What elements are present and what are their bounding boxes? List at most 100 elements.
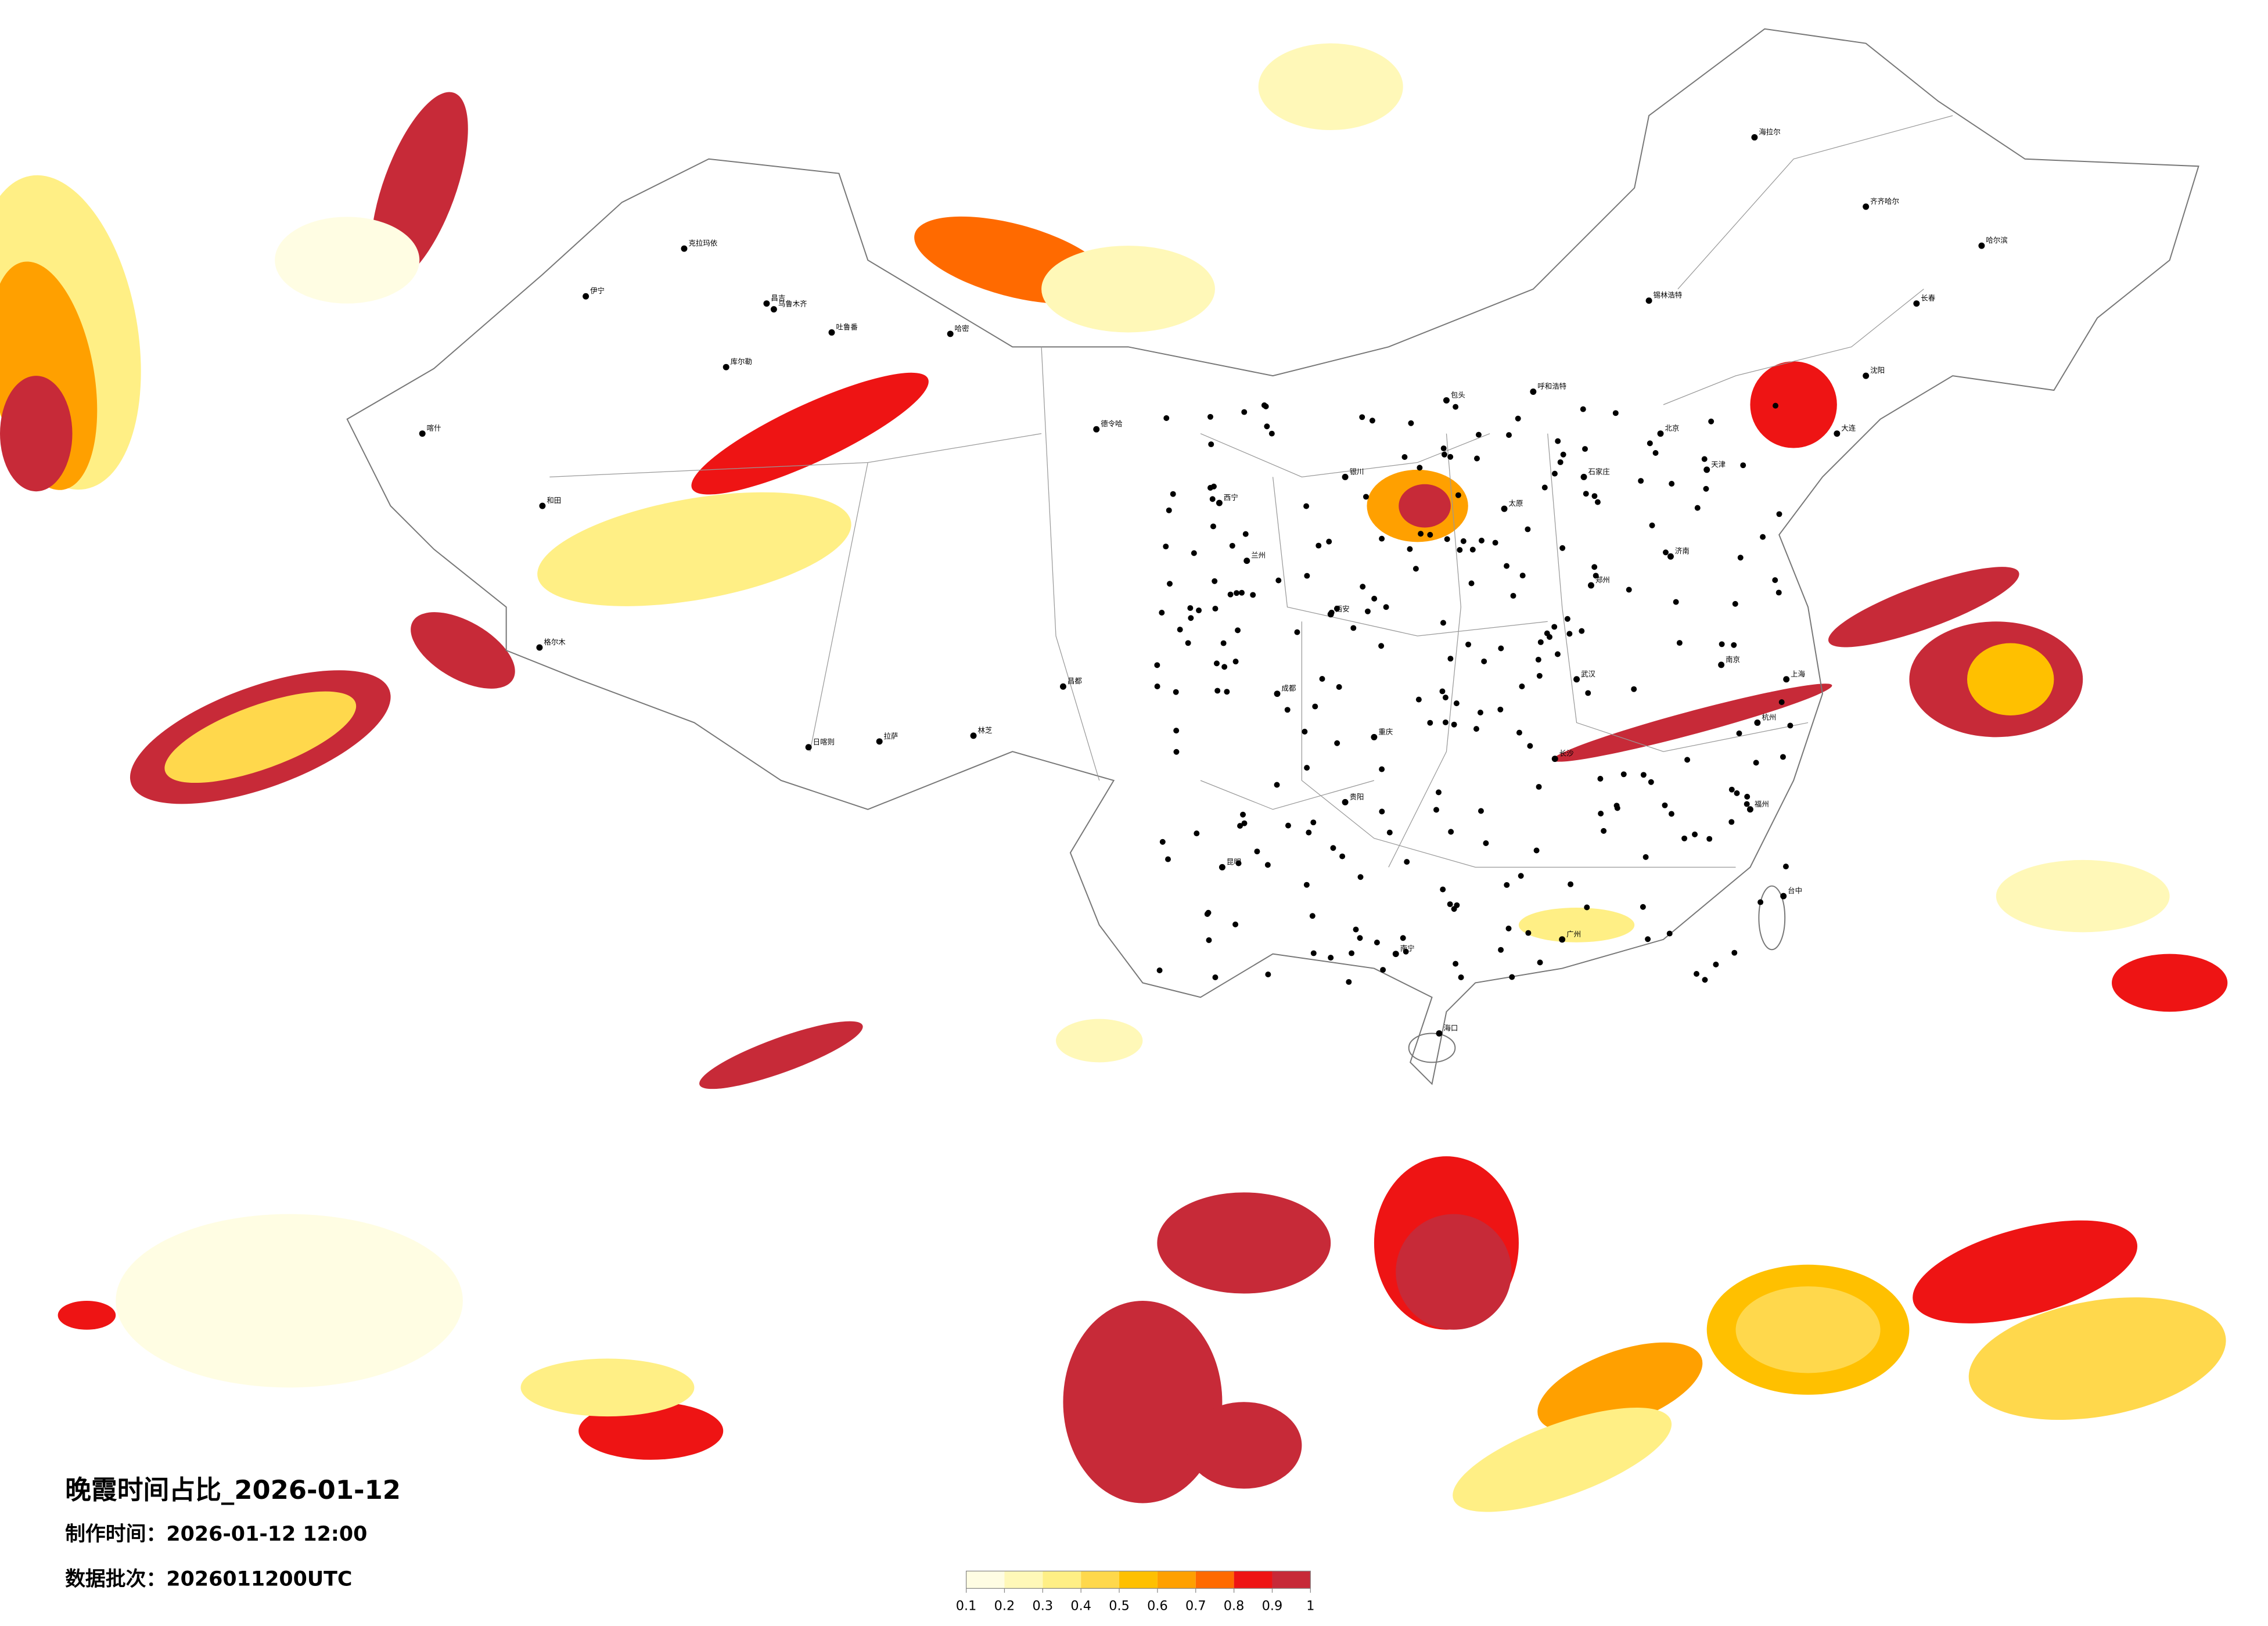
colorbar: 0.1 0.2 0.3 0.4 0.5 0.6 0.7 0.8 0.9 1 — [956, 1570, 1314, 1614]
city-dot — [1319, 676, 1325, 682]
city-dot — [1232, 659, 1239, 665]
city-dot — [1369, 418, 1375, 424]
city-dot — [1591, 564, 1598, 570]
city-dot — [1557, 459, 1563, 465]
city-dot — [1342, 473, 1349, 480]
city-dot — [1504, 563, 1510, 569]
city-dot — [1649, 522, 1655, 528]
city-dot — [1263, 403, 1269, 409]
city-dot — [1346, 979, 1352, 985]
field-blob — [1750, 361, 1837, 448]
city-dot — [1360, 584, 1366, 590]
city-dot — [1447, 656, 1454, 662]
city-dot — [1303, 882, 1310, 888]
city-dot — [1498, 947, 1504, 953]
made-time: 制作时间：2026-01-12 12:00 — [65, 1523, 367, 1546]
city-label: 喀什 — [427, 424, 441, 433]
city-dot — [1530, 388, 1537, 395]
city-dot — [1418, 531, 1424, 537]
country-border — [346, 28, 2199, 1085]
city-dot — [805, 744, 812, 751]
city-dot — [1652, 450, 1659, 456]
city-dot — [1196, 607, 1202, 614]
city-dot — [1473, 726, 1479, 732]
city-dot — [1304, 765, 1310, 771]
city-dot — [1645, 297, 1652, 304]
city-dot — [1582, 446, 1588, 452]
city-dot — [1240, 811, 1246, 818]
colorbar-swatch — [1234, 1571, 1273, 1589]
city-dot — [1560, 451, 1566, 458]
city-label: 伊宁 — [590, 286, 605, 295]
city-dot — [1339, 853, 1346, 859]
city-dot — [763, 300, 770, 307]
city-dot — [1533, 847, 1540, 854]
city-dot — [1564, 616, 1570, 622]
city-dot — [1913, 300, 1920, 307]
city-label: 克拉玛依 — [688, 239, 717, 247]
city-dot — [1163, 544, 1169, 550]
city-dot — [1506, 432, 1512, 438]
city-dot — [1447, 901, 1453, 908]
colorbar-swatch — [1272, 1571, 1311, 1589]
field-blob — [1537, 1342, 1703, 1433]
city-dot — [1400, 935, 1406, 941]
city-dot — [1587, 582, 1594, 589]
field-blob — [691, 372, 929, 495]
city-dot — [536, 644, 543, 651]
city-dot — [1187, 605, 1194, 611]
city-label: 重庆 — [1378, 727, 1393, 736]
city-dot — [1302, 728, 1308, 735]
city-dot — [1732, 600, 1738, 607]
city-dot — [1728, 786, 1735, 793]
city-label: 兰州 — [1251, 551, 1266, 560]
city-dot — [1274, 690, 1281, 697]
field-blob — [411, 612, 515, 689]
city-dot — [1713, 961, 1719, 967]
city-dot — [1647, 440, 1653, 447]
city-dot — [1408, 420, 1414, 426]
city-dot — [1436, 789, 1442, 796]
city-dot — [1326, 538, 1332, 545]
city-dot — [1559, 545, 1566, 551]
city-dot — [1371, 733, 1378, 740]
city-dot — [1477, 710, 1483, 715]
city-dot — [1475, 431, 1482, 438]
city-dot — [1516, 729, 1522, 736]
city-dot — [419, 430, 426, 437]
city-dot — [1453, 961, 1459, 967]
city-dot — [1640, 904, 1646, 910]
city-dot — [1204, 911, 1210, 917]
city-dot — [1241, 409, 1248, 415]
city-dot — [1206, 937, 1212, 943]
city-label: 林芝 — [978, 726, 993, 735]
city-dot — [1551, 624, 1558, 630]
city-dot — [1657, 430, 1664, 437]
city-dot — [1374, 940, 1380, 945]
city-dot — [1498, 645, 1504, 652]
city-dot — [1165, 856, 1171, 862]
city-dot — [1383, 604, 1389, 610]
city-label: 和田 — [547, 496, 561, 505]
city-dot — [1444, 536, 1450, 542]
city-dot — [1692, 831, 1698, 837]
field-blob — [1968, 1297, 2226, 1420]
city-dot — [1401, 454, 1408, 460]
city-label: 上海 — [1791, 670, 1805, 678]
city-dot — [1232, 921, 1239, 927]
city-dot — [1379, 766, 1385, 772]
city-label: 广州 — [1566, 930, 1581, 938]
city-dot — [1559, 936, 1566, 943]
city-dot — [1194, 830, 1200, 837]
city-dot — [1392, 951, 1399, 958]
city-dot — [1535, 656, 1541, 663]
colorbar-tick-label: 0.4 — [1070, 1599, 1091, 1614]
city-dot — [970, 732, 977, 739]
precipitation-field — [0, 43, 2228, 1512]
city-dot — [1359, 414, 1365, 420]
city-dot — [1207, 413, 1213, 420]
city-dot — [1787, 722, 1793, 729]
city-dot — [1509, 974, 1515, 980]
city-label: 呼和浩特 — [1537, 382, 1566, 391]
city-dot — [1505, 925, 1512, 931]
